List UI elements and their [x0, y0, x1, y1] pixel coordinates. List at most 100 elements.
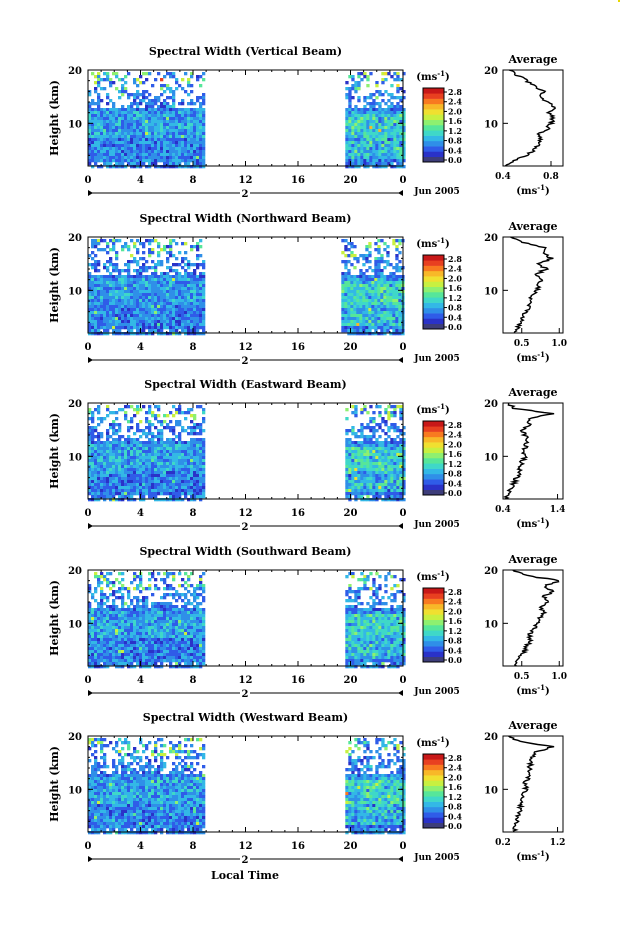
heatmap-cell	[142, 405, 145, 408]
heatmap-cell	[398, 302, 401, 305]
heatmap-cell	[362, 287, 365, 290]
heatmap-cell	[360, 450, 363, 453]
heatmap-cell	[169, 162, 172, 165]
heatmap-cell	[91, 287, 94, 290]
heatmap-cell	[151, 575, 154, 578]
heatmap-cell	[377, 284, 380, 287]
heatmap-cell	[163, 483, 166, 486]
heatmap-cell	[369, 138, 372, 141]
heatmap-cell	[357, 468, 360, 471]
heatmap-cell	[375, 111, 378, 114]
heatmap-cell	[103, 129, 106, 132]
heatmap-cell	[393, 423, 396, 426]
heatmap-cell	[121, 299, 124, 302]
heatmap-cell	[353, 290, 356, 293]
heatmap-cell	[387, 99, 390, 102]
heatmap-cell	[350, 314, 353, 317]
heatmap-cell	[157, 492, 160, 495]
heatmap-cell	[127, 111, 130, 114]
heatmap-cell	[130, 444, 133, 447]
heatmap-cell	[357, 81, 360, 84]
heatmap-cell	[344, 293, 347, 296]
heatmap-cell	[154, 135, 157, 138]
heatmap-cell	[357, 447, 360, 450]
heatmap-cell	[175, 456, 178, 459]
heatmap-cell	[190, 263, 193, 266]
heatmap-cell	[199, 474, 202, 477]
heatmap-cell	[121, 150, 124, 153]
heatmap-cell	[160, 293, 163, 296]
heatmap-cell	[360, 132, 363, 135]
heatmap-cell	[181, 411, 184, 414]
heatmap-cell	[178, 281, 181, 284]
heatmap-cell	[393, 426, 396, 429]
heatmap-cell	[184, 132, 187, 135]
heatmap-cell	[118, 492, 121, 495]
heatmap-cell	[112, 492, 115, 495]
heatmap-cell	[121, 326, 124, 329]
heatmap-cell	[384, 420, 387, 423]
heatmap-cell	[163, 323, 166, 326]
heatmap-cell	[115, 293, 118, 296]
heatmap-cell	[166, 320, 169, 323]
heatmap-cell	[91, 492, 94, 495]
heatmap-cell	[196, 323, 199, 326]
heatmap-cell	[172, 281, 175, 284]
heatmap-cell	[354, 408, 357, 411]
heatmap-cell	[399, 429, 402, 432]
heatmap-cell	[369, 102, 372, 105]
heatmap-cell	[109, 120, 112, 123]
heatmap-cell	[94, 153, 97, 156]
heatmap-cell	[368, 329, 371, 332]
heatmap-cell	[190, 477, 193, 480]
heatmap-cell	[142, 275, 145, 278]
heatmap-cell	[371, 332, 374, 335]
heatmap-cell	[157, 305, 160, 308]
heatmap-cell	[154, 111, 157, 114]
heatmap-cell	[106, 572, 109, 575]
heatmap-cell	[94, 465, 97, 468]
heatmap-cell	[94, 111, 97, 114]
heatmap-cell	[393, 114, 396, 117]
heatmap-cell	[169, 584, 172, 587]
heatmap-cell	[199, 123, 202, 126]
x-tick-label: 16	[291, 342, 305, 353]
heatmap-cell	[112, 450, 115, 453]
heatmap-cell	[118, 78, 121, 81]
heatmap-cell	[178, 326, 181, 329]
heatmap-cell	[190, 480, 193, 483]
heatmap-cell	[157, 302, 160, 305]
heatmap-cell	[386, 287, 389, 290]
heatmap-cell	[115, 144, 118, 147]
heatmap-cell	[91, 72, 94, 75]
heatmap-cell	[187, 471, 190, 474]
heatmap-cell	[139, 453, 142, 456]
heatmap-cell	[118, 123, 121, 126]
heatmap-cell	[142, 483, 145, 486]
heatmap-cell	[360, 474, 363, 477]
heatmap-cell	[381, 135, 384, 138]
heatmap-cell	[121, 105, 124, 108]
heatmap-cell	[366, 426, 369, 429]
heatmap-cell	[374, 269, 377, 272]
heatmap-cell	[100, 132, 103, 135]
heatmap-cell	[384, 480, 387, 483]
heatmap-cell	[362, 257, 365, 260]
heatmap-cell	[97, 480, 100, 483]
heatmap-cell	[148, 438, 151, 441]
heatmap-cell	[395, 314, 398, 317]
heatmap-cell	[378, 414, 381, 417]
heatmap-cell	[91, 135, 94, 138]
heatmap-cell	[112, 290, 115, 293]
heatmap-cell	[91, 165, 94, 168]
heatmap-cell	[380, 296, 383, 299]
heatmap-cell	[375, 471, 378, 474]
heatmap-cell	[145, 587, 148, 590]
heatmap-cell	[369, 450, 372, 453]
heatmap-cell	[97, 411, 100, 414]
heatmap-cell	[381, 492, 384, 495]
heatmap-cell	[387, 159, 390, 162]
heatmap-cell	[157, 486, 160, 489]
heatmap-cell	[383, 290, 386, 293]
heatmap-cell	[130, 468, 133, 471]
